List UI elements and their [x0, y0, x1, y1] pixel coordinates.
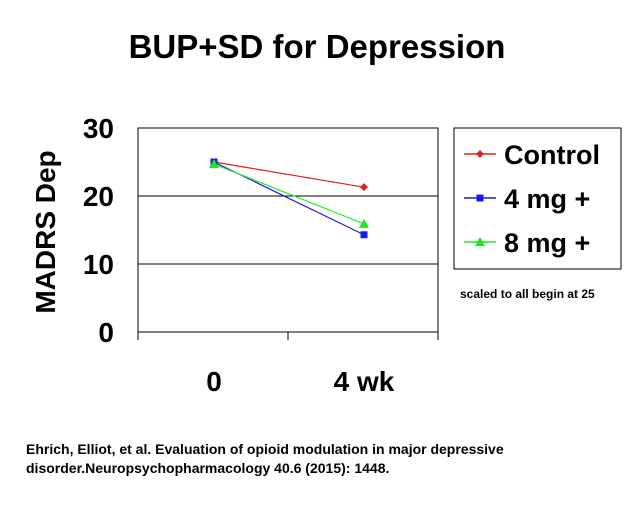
x-tick-label: 4 wk	[334, 366, 395, 397]
series-line	[213, 161, 365, 188]
y-tick-label: 20	[83, 181, 114, 212]
x-tick-label: 0	[206, 366, 222, 397]
x-tick-labels: 0 4 wk	[206, 366, 395, 397]
legend-label: Control	[504, 140, 600, 170]
legend-label: 4 mg +	[504, 184, 590, 214]
y-tick-label: 10	[83, 249, 114, 280]
x-tick-marks	[137, 332, 439, 340]
y-tick-label: 0	[98, 317, 114, 348]
y-tick-labels: 0 10 20 30	[83, 113, 114, 348]
series-group	[209, 158, 369, 239]
plot-area	[137, 127, 439, 333]
legend-marker	[476, 150, 484, 158]
grid-lines	[138, 195, 438, 265]
legend-label: 8 mg +	[504, 228, 590, 258]
citation: Ehrich, Elliot, et al. Evaluation of opi…	[26, 441, 504, 476]
legend-marker	[476, 194, 484, 202]
legend-marker	[475, 237, 485, 246]
series-line	[213, 163, 365, 225]
legend: Control 4 mg + 8 mg +	[464, 140, 600, 258]
legend-item-2: 8 mg +	[464, 228, 590, 258]
scaling-note: scaled to all begin at 25	[460, 287, 595, 301]
legend-item-0: Control	[464, 140, 600, 170]
data-point	[360, 183, 368, 192]
y-tick-label: 30	[83, 113, 114, 144]
data-point	[209, 159, 219, 169]
series-2	[209, 159, 369, 228]
data-point	[359, 218, 369, 228]
chart-title: BUP+SD for Depression	[128, 28, 506, 65]
data-point	[360, 231, 368, 239]
legend-item-1: 4 mg +	[464, 184, 590, 214]
